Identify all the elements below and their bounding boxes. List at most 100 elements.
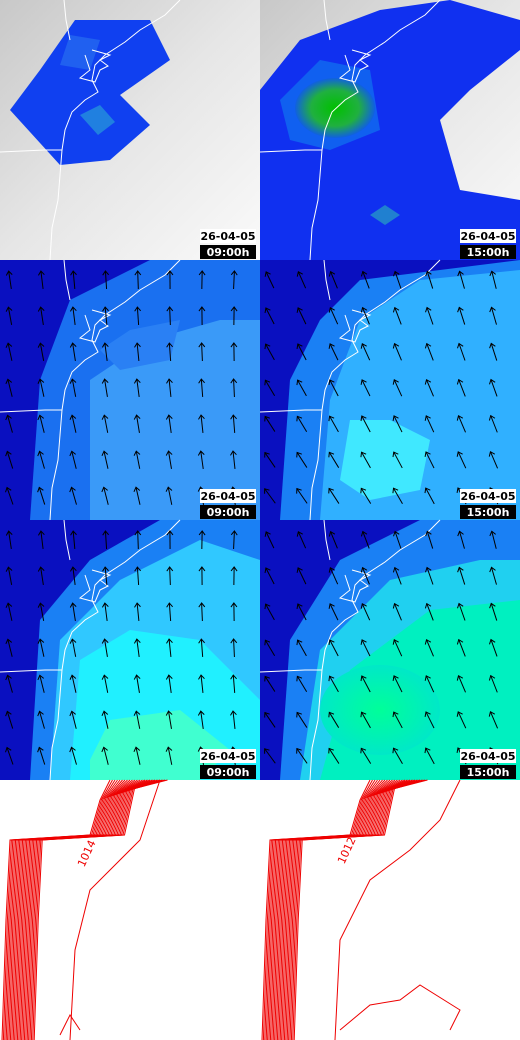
arrow-head: [69, 378, 77, 384]
arrow-shaft: [264, 712, 276, 728]
arrow-head: [230, 378, 238, 384]
arrow-shaft: [233, 378, 235, 398]
arrow-shaft: [328, 488, 340, 504]
wind-arrow: [360, 451, 371, 469]
wind-arrow: [393, 530, 402, 549]
arrow-shaft: [490, 675, 498, 693]
arrow-head: [296, 531, 303, 537]
arrow-head: [5, 530, 13, 536]
arrow-head: [296, 415, 303, 422]
wind-arrow: [230, 566, 238, 586]
arrow-shaft: [426, 567, 434, 585]
arrow-shaft: [264, 640, 276, 656]
date-label: 26-04-05: [460, 490, 515, 503]
arrow-head: [264, 415, 270, 422]
wind-arrow: [489, 638, 498, 657]
arrow-shaft: [136, 566, 140, 586]
arrow-head: [328, 415, 335, 422]
arrow-shaft: [104, 566, 108, 586]
wind-arrow: [37, 746, 46, 765]
arrow-head: [393, 530, 400, 537]
arrow-head: [456, 638, 464, 645]
arrow-shaft: [104, 270, 108, 290]
arrow-shaft: [104, 639, 108, 657]
arrow-shaft: [361, 639, 371, 657]
wind-arrow: [230, 414, 237, 434]
arrow-shaft: [297, 603, 307, 621]
arrow-head: [166, 566, 174, 572]
border: [63, 519, 71, 561]
wind-arrow: [296, 379, 307, 397]
arrow-shaft: [136, 675, 140, 693]
arrow-head: [5, 710, 12, 717]
arrow-shaft: [362, 307, 370, 325]
arrow-head: [360, 530, 368, 537]
arrow-shaft: [393, 415, 403, 433]
arrow-shaft: [457, 711, 467, 729]
arrow-head: [264, 271, 271, 277]
arrow-head: [230, 638, 238, 644]
arrow-head: [230, 414, 237, 420]
arrow-shaft: [265, 307, 275, 325]
time-box: [460, 505, 516, 519]
arrow-head: [489, 306, 496, 313]
arrow-head: [264, 748, 270, 754]
arrow-shaft: [265, 531, 275, 549]
precip-core: [295, 78, 375, 138]
wind-arrow: [456, 378, 466, 397]
wind-arrow: [296, 639, 307, 657]
date-box: [200, 229, 256, 243]
arrow-head: [392, 747, 399, 754]
arrow-head: [424, 747, 431, 754]
arrow-head: [166, 602, 174, 608]
arrow-head: [360, 306, 368, 313]
arrow-head: [198, 530, 206, 536]
wind-arrow: [328, 567, 339, 585]
arrow-head: [360, 487, 367, 494]
arrow-head: [230, 602, 238, 608]
arrow-head: [392, 675, 399, 681]
arrow-shaft: [7, 603, 13, 621]
arrow-shaft: [168, 378, 172, 398]
arrow-shaft: [328, 452, 340, 468]
arrow-shaft: [169, 566, 171, 586]
wind-arrow: [70, 530, 77, 550]
arrow-head: [296, 603, 303, 610]
wind-arrow: [230, 602, 238, 622]
arrow-shaft: [329, 567, 339, 585]
border: [323, 0, 331, 41]
wind-arrow: [488, 710, 499, 729]
arrow-shaft: [104, 603, 108, 621]
arrow-shaft: [297, 343, 307, 361]
arrow-shaft: [297, 531, 307, 549]
arrow-shaft: [426, 343, 434, 361]
wind-arrow: [264, 567, 275, 585]
wind-arrow: [457, 530, 465, 549]
wind-arrow: [360, 306, 370, 325]
wind-arrow: [489, 602, 498, 621]
wind-arrow: [296, 747, 308, 764]
arrow-shaft: [329, 379, 339, 397]
arrow-shaft: [490, 379, 498, 397]
arrow-shaft: [136, 306, 140, 326]
wind-arrow: [69, 486, 77, 505]
arrow-shaft: [265, 271, 275, 289]
arrow-head: [133, 378, 141, 384]
arrow-shaft: [136, 639, 140, 657]
wind-arrow: [37, 378, 45, 397]
arrow-shaft: [200, 414, 204, 434]
arrow-head: [489, 602, 496, 609]
arrow-head: [457, 602, 464, 609]
border: [0, 409, 62, 413]
arrow-shaft: [394, 567, 402, 585]
arrow-head: [37, 530, 45, 536]
wind-arrow: [101, 486, 109, 505]
border: [0, 149, 62, 153]
wind-arrow: [264, 379, 276, 396]
arrow-shaft: [458, 415, 466, 433]
arrow-head: [296, 639, 303, 646]
wind-arrow: [165, 674, 173, 693]
arrow-head: [102, 530, 110, 536]
wind-arrow: [198, 674, 205, 694]
border: [259, 409, 322, 413]
